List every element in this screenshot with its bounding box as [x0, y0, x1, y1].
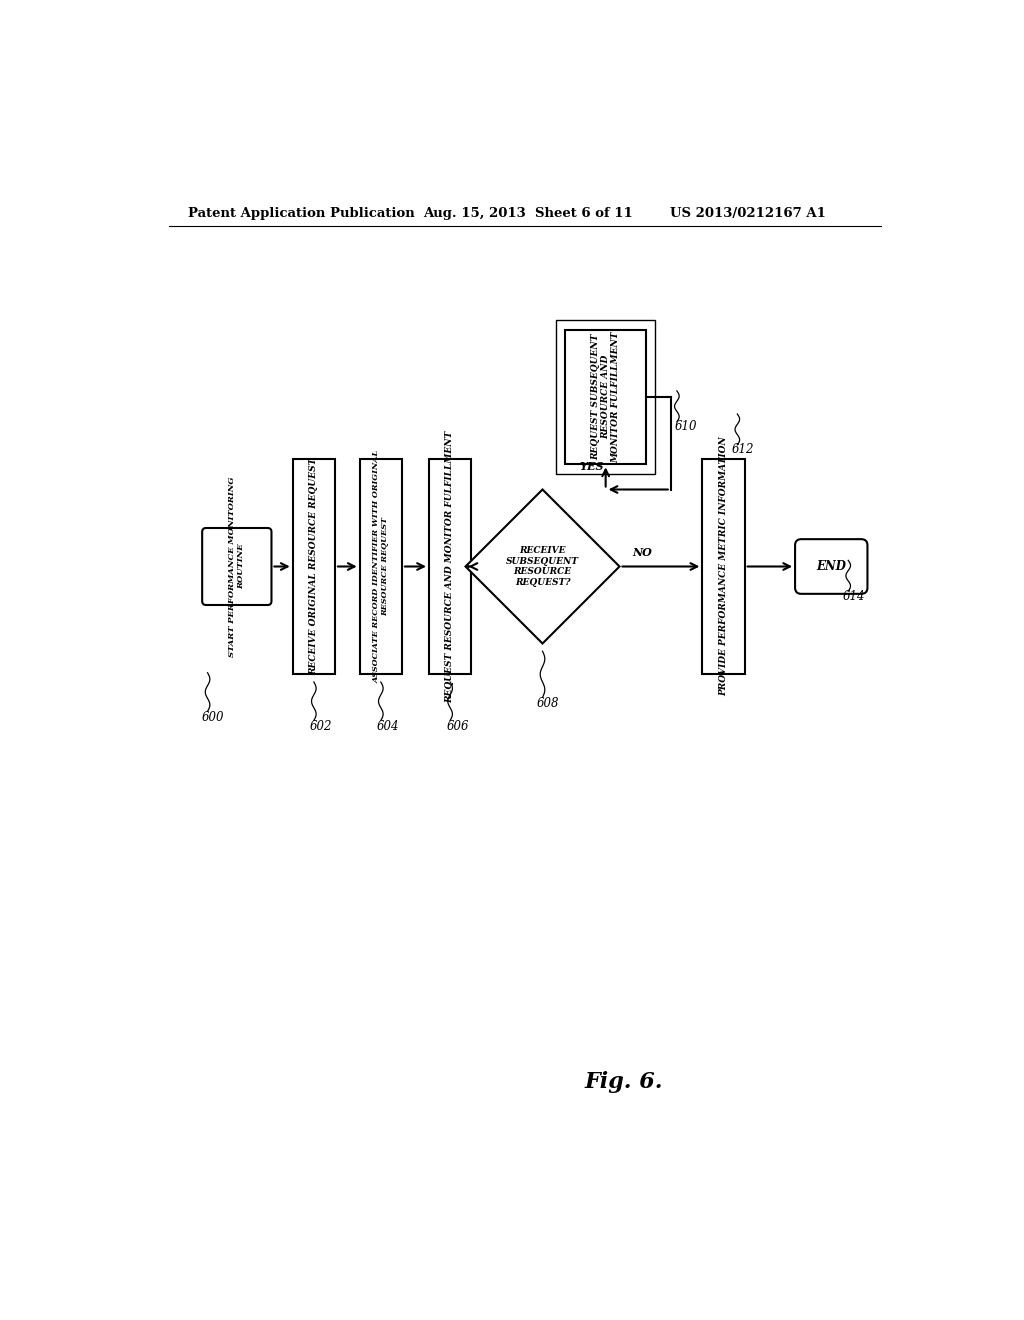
Bar — [429, 459, 471, 675]
Polygon shape — [466, 490, 620, 644]
FancyBboxPatch shape — [202, 528, 271, 605]
Text: YES: YES — [580, 461, 604, 473]
Bar — [359, 459, 402, 675]
Text: 600: 600 — [202, 711, 224, 725]
Text: NO: NO — [633, 548, 652, 558]
Text: REQUEST RESOURCE AND MONITOR FULFILLMENT: REQUEST RESOURCE AND MONITOR FULFILLMENT — [445, 430, 455, 702]
Text: Fig. 6.: Fig. 6. — [585, 1072, 664, 1093]
Text: ASSOCIATE RECORD IDENTIFIER WITH ORIGINAL
RESOURCE REQUEST: ASSOCIATE RECORD IDENTIFIER WITH ORIGINA… — [372, 450, 389, 682]
Text: 614: 614 — [843, 590, 865, 603]
Text: RECEIVE
SUBSEQUENT
RESOURCE
REQUEST?: RECEIVE SUBSEQUENT RESOURCE REQUEST? — [506, 546, 579, 586]
Bar — [702, 459, 744, 675]
FancyBboxPatch shape — [795, 539, 867, 594]
Bar — [565, 330, 646, 465]
Text: US 2013/0212167 A1: US 2013/0212167 A1 — [670, 207, 825, 220]
Text: PROVIDE PERFORMANCE METRIC INFORMATION: PROVIDE PERFORMANCE METRIC INFORMATION — [719, 437, 728, 697]
Text: RECEIVE ORIGINAL RESOURCE REQUEST: RECEIVE ORIGINAL RESOURCE REQUEST — [309, 458, 318, 676]
Bar — [556, 321, 655, 474]
Bar — [293, 459, 335, 675]
Text: 612: 612 — [731, 444, 754, 457]
Text: 610: 610 — [675, 420, 697, 433]
Text: 602: 602 — [310, 721, 333, 734]
Text: 606: 606 — [446, 721, 469, 734]
Text: Patent Application Publication: Patent Application Publication — [188, 207, 415, 220]
Text: END: END — [816, 560, 846, 573]
Text: 604: 604 — [377, 721, 399, 734]
Text: Aug. 15, 2013  Sheet 6 of 11: Aug. 15, 2013 Sheet 6 of 11 — [423, 207, 633, 220]
Text: REQUEST SUBSEQUENT
RESOURCE AND
MONITOR FULFILLMENT: REQUEST SUBSEQUENT RESOURCE AND MONITOR … — [591, 331, 621, 463]
Text: START PERFORMANCE MONITORING
ROUTINE: START PERFORMANCE MONITORING ROUTINE — [228, 477, 246, 657]
Text: 608: 608 — [537, 697, 559, 710]
